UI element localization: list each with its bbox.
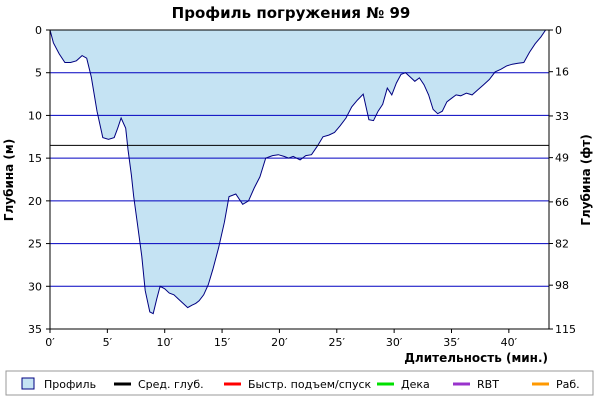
plot-frame	[49, 29, 550, 330]
plot-area	[49, 29, 550, 330]
x-tick-label: 30′	[386, 336, 403, 349]
y-right-tick-label: 115	[555, 323, 576, 336]
legend-label: Сред. глуб.	[138, 378, 204, 391]
legend-item: Дека	[377, 378, 430, 391]
x-tick-label: 0′	[45, 336, 55, 349]
y-tick-label: 5	[35, 67, 42, 80]
legend-item: Сред. глуб.	[114, 378, 204, 391]
y-right-tick-label: 16	[555, 66, 569, 79]
y-right-tick-label: 49	[555, 152, 569, 165]
y-axis-right-ticks: 0 16 33 49 66 82 98 115	[549, 24, 576, 336]
x-tick-label: 10′	[156, 336, 173, 349]
x-tick-label: 40′	[501, 336, 518, 349]
y-right-tick-label: 33	[555, 110, 569, 123]
legend-label: Профиль	[44, 378, 96, 391]
y-tick-label: 20	[28, 195, 42, 208]
grid-lines	[50, 72, 549, 287]
y-right-tick-label: 66	[555, 196, 569, 209]
x-axis-label: Длительность (мин.)	[404, 351, 548, 365]
legend: Профиль Сред. глуб. Быстр. подъем/спуск Дек…	[5, 370, 594, 396]
legend-item: Быстр. подъем/спуск	[224, 378, 372, 391]
legend-item: Раб.	[532, 378, 580, 391]
y-tick-label: 30	[28, 280, 42, 293]
y-tick-label: 35	[28, 323, 42, 336]
legend-label: Дека	[401, 378, 430, 391]
legend-swatch	[21, 377, 35, 390]
y-tick-label: 15	[28, 152, 42, 165]
x-tick-label: 25′	[329, 336, 346, 349]
y-right-tick-label: 0	[555, 24, 562, 37]
x-tick-label: 15′	[214, 336, 231, 349]
legend-label: Раб.	[556, 378, 580, 391]
y-axis-ticks: 0 5 10 15 20 25 30 35	[28, 24, 50, 336]
legend-item: RBT	[453, 378, 499, 391]
legend-label: RBT	[477, 378, 499, 391]
legend-label: Быстр. подъем/спуск	[248, 378, 372, 391]
profile-line	[49, 29, 547, 315]
y-tick-label: 25	[28, 238, 42, 251]
y-axis-label: Глубина (м)	[2, 139, 16, 221]
y-axis-right-label: Глубина (фт)	[579, 134, 593, 225]
x-tick-label: 5′	[103, 336, 113, 349]
x-axis-ticks: 0′ 5′ 10′ 15′ 20′ 25′ 30′ 35′ 40′	[45, 329, 518, 349]
chart-title: Профиль погружения № 99	[172, 4, 411, 22]
x-tick-label: 35′	[443, 336, 460, 349]
profile-area	[50, 30, 546, 314]
y-tick-label: 10	[28, 109, 42, 122]
y-right-tick-label: 82	[555, 237, 569, 250]
y-tick-label: 0	[35, 24, 42, 37]
x-tick-label: 20′	[271, 336, 288, 349]
legend-frame	[5, 370, 594, 396]
legend-item: Профиль	[21, 377, 96, 391]
y-right-tick-label: 98	[555, 279, 569, 292]
